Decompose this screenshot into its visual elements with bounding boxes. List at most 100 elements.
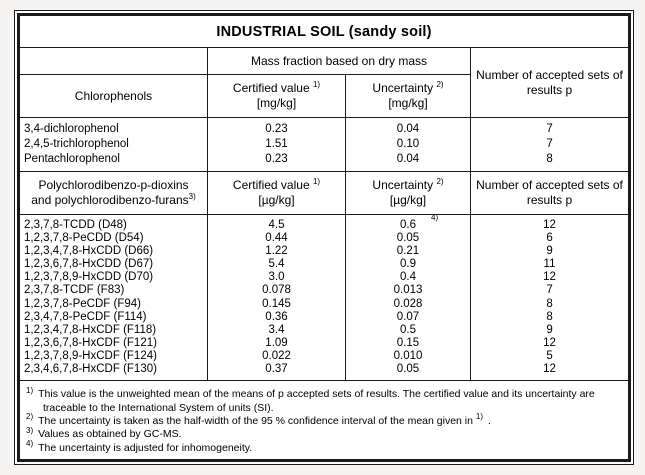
certified-value: 0.37 xyxy=(207,363,346,381)
section-title-chlorophenols: Chlorophenols xyxy=(19,74,208,118)
footnote-ref-1: 1) xyxy=(312,177,321,186)
uncertainty-header: Uncertainty 2) [mg/kg] xyxy=(345,74,471,118)
accepted-sets-count: 7 xyxy=(469,117,630,137)
accepted-sets-count: 12 xyxy=(469,363,630,381)
accepted-sets-count: 12 xyxy=(469,271,630,285)
certified-value: 0.022 xyxy=(207,349,346,364)
certified-value: 1.09 xyxy=(207,336,346,350)
certified-value: 3.0 xyxy=(207,271,346,285)
uncertainty-value: 0.9 xyxy=(345,258,471,272)
table-row: 2,4,5-trichlorophenol 1.51 0.10 7 xyxy=(19,137,630,152)
table-row: Pentachlorophenol 0.23 0.04 8 xyxy=(19,152,630,172)
uncertainty-value: 0.15 xyxy=(345,336,471,350)
table-row: 1,2,3,6,7,8-HxCDF (F121) 1.09 0.15 12 xyxy=(19,336,630,350)
footnote-ref-2: 2) xyxy=(436,177,444,186)
footnote-1: 1) This value is the unweighted mean of t… xyxy=(26,385,595,414)
analyte-name: 1,2,3,6,7,8-HxCDF (F121) xyxy=(19,336,208,350)
uncertainty-header: Uncertainty 2) [µg/kg] xyxy=(345,171,471,215)
analyte-name: 1,2,3,7,8-PeCDF (F94) xyxy=(19,297,208,311)
analyte-name: 2,3,4,7,8-PeCDF (F114) xyxy=(19,310,208,324)
table-row: 2,3,4,6,7,8-HxCDF (F130) 0.37 0.05 12 xyxy=(19,363,630,381)
uncertainty-value: 0.04 xyxy=(345,152,471,172)
footnote-ref-1: 1) xyxy=(312,80,321,89)
mass-fraction-row: Mass fraction based on dry mass Number o… xyxy=(19,47,630,118)
accepted-sets-count: 6 xyxy=(469,232,630,246)
footnote-4: 4) The uncertainty is adjusted for inhomo… xyxy=(26,439,253,454)
analyte-name: 1,2,3,4,7,8-HxCDF (F118) xyxy=(19,323,208,337)
table-row: 2,3,4,7,8-PeCDF (F114) 0.36 0.07 8 xyxy=(19,310,630,324)
certified-value-unit: [mg/kg] xyxy=(256,96,297,110)
uncertainty-unit: [mg/kg] xyxy=(388,96,428,110)
accepted-sets-count: 9 xyxy=(469,245,630,259)
table-row: 1,2,3,6,7,8-HxCDD (D67) 5.4 0.9 11 xyxy=(19,258,630,272)
certified-value: 1.22 xyxy=(207,245,346,259)
analyte-name: 3,4-dichlorophenol xyxy=(19,117,208,137)
analyte-name: 1,2,3,7,8,9-HxCDD (D70) xyxy=(19,271,208,285)
title-row: INDUSTRIAL SOIL (sandy soil) xyxy=(18,15,630,48)
analyte-name: 2,4,5-trichlorophenol xyxy=(19,137,208,152)
certified-value: 0.078 xyxy=(207,284,346,298)
table-row: 3,4-dichlorophenol 0.23 0.04 7 xyxy=(19,117,630,137)
uncertainty-value: 0.010 xyxy=(345,349,471,364)
certified-value-unit: [µg/kg] xyxy=(258,193,295,207)
analyte-name: 1,2,3,7,8-PeCDD (D54) xyxy=(19,232,208,246)
chlorophenols-header-row: Chlorophenols Certified value 1) [mg/kg]… xyxy=(19,74,629,118)
certificate-table-frame: INDUSTRIAL SOIL (sandy soil) Mass fracti… xyxy=(14,10,635,466)
table-row: 1,2,3,7,8-PeCDF (F94) 0.145 0.028 8 xyxy=(19,297,630,311)
uncertainty-value: 0.04 xyxy=(345,117,471,137)
table-row: 1,2,3,7,8,9-HxCDD (D70) 3.0 0.4 12 xyxy=(19,271,630,285)
certified-value: 3.4 xyxy=(207,323,346,337)
analyte-name: 2,3,4,6,7,8-HxCDF (F130) xyxy=(19,363,208,381)
empty-cell xyxy=(19,47,208,75)
certified-value: 1.51 xyxy=(207,137,346,152)
uncertainty-value: 0.21 xyxy=(345,245,471,259)
table-row: 1,2,3,4,7,8-HxCDF (F118) 3.4 0.5 9 xyxy=(19,323,630,337)
footnote-ref-1: 1) xyxy=(475,412,484,422)
analyte-name: 1,2,3,6,7,8-HxCDD (D67) xyxy=(19,258,208,272)
analyte-name: 2,3,7,8-TCDD (D48) xyxy=(19,214,208,233)
footnote-ref-2: 2) xyxy=(436,80,444,89)
uncertainty-value: 0.6 4) xyxy=(345,214,471,233)
certified-value: 0.44 xyxy=(207,232,346,246)
uncertainty-value: 0.028 xyxy=(345,297,471,311)
certified-value: 4.5 xyxy=(207,214,346,233)
certified-value-header: Certified value 1) [µg/kg] xyxy=(207,171,346,215)
analyte-name: 1,2,3,4,7,8-HxCDD (D66) xyxy=(19,245,208,259)
certified-value: 0.23 xyxy=(207,152,346,172)
accepted-sets-count: 7 xyxy=(469,284,630,298)
uncertainty-value: 0.4 xyxy=(345,271,471,285)
certified-value: 5.4 xyxy=(207,258,346,272)
table-row: 1,2,3,4,7,8-HxCDD (D66) 1.22 0.21 9 xyxy=(19,245,630,259)
page-title: INDUSTRIAL SOIL (sandy soil) xyxy=(18,15,630,48)
accepted-sets-count: 7 xyxy=(469,137,630,152)
mass-fraction-header: Mass fraction based on dry mass xyxy=(207,47,471,75)
certificate-table-inner-frame: INDUSTRIAL SOIL (sandy soil) Mass fracti… xyxy=(17,13,632,463)
uncertainty-unit: [µg/kg] xyxy=(389,193,427,207)
analyte-name: Pentachlorophenol xyxy=(19,152,208,172)
accepted-sets-count: 8 xyxy=(469,297,630,311)
accepted-sets-count: 9 xyxy=(469,323,630,337)
accepted-sets-count: 12 xyxy=(469,336,630,350)
accepted-sets-count: 8 xyxy=(469,310,630,324)
accepted-sets-count: 8 xyxy=(469,152,630,172)
uncertainty-value: 0.07 xyxy=(345,310,471,324)
certificate-table: INDUSTRIAL SOIL (sandy soil) Mass fracti… xyxy=(18,15,630,461)
section-title-dioxins: Polychlorodibenzo-p-dioxins and polychlo… xyxy=(19,171,208,215)
footnote-2: 2) The uncertainty is taken as the half-w… xyxy=(26,412,491,427)
table-row: 1,2,3,7,8,9-HxCDF (F124) 0.022 0.010 5 xyxy=(19,349,630,364)
analyte-name: 2,3,7,8-TCDF (F83) xyxy=(19,284,208,298)
footnote-ref-3: 3) xyxy=(188,192,196,201)
table-row: 2,3,7,8-TCDF (F83) 0.078 0.013 7 xyxy=(19,284,630,298)
footnotes-section: 1) This value is the unweighted mean of t… xyxy=(18,380,630,461)
footnote-3: 3) Values as obtained by GC-MS. xyxy=(26,425,182,441)
table-row: 2,3,7,8-TCDD (D48) 4.5 0.6 4) 12 xyxy=(19,214,630,233)
certified-value: 0.36 xyxy=(207,310,346,324)
accepted-sets-count: 11 xyxy=(469,258,630,272)
uncertainty-value: 0.05 xyxy=(345,232,471,246)
accepted-sets-count: 5 xyxy=(469,349,630,364)
accepted-sets-header: Number of accepted sets of results p xyxy=(469,47,630,118)
table-row: 1,2,3,7,8-PeCDD (D54) 0.44 0.05 6 xyxy=(19,232,630,246)
certified-value: 0.23 xyxy=(207,117,346,137)
uncertainty-value: 0.05 xyxy=(345,363,471,381)
uncertainty-value: 0.10 xyxy=(345,137,471,152)
